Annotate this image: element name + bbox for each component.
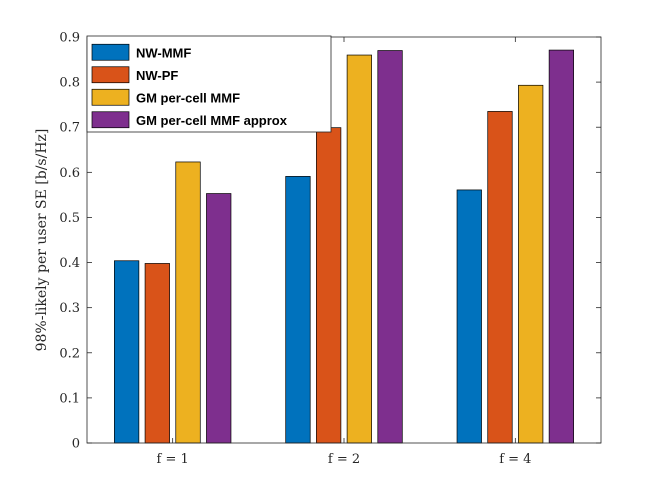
legend-label: GM per-cell MMF approx — [136, 113, 288, 128]
x-tick-label: f = 2 — [328, 452, 360, 467]
y-tick-label: 0 — [72, 437, 80, 452]
bar-nw-mmf-3 — [456, 189, 482, 444]
y-tick-label: 0.3 — [59, 301, 80, 316]
y-tick-label: 0.9 — [59, 31, 80, 46]
bar-nw-pf-2 — [316, 127, 342, 444]
bar-gm-per-cell-mmf-3 — [518, 84, 544, 444]
x-tick-label: f = 4 — [499, 452, 531, 467]
legend-swatch — [91, 111, 130, 129]
bar-nw-mmf-2 — [285, 176, 311, 444]
legend: NW-MMF NW-PF GM per-cell MMF GM per-cell MM… — [86, 35, 332, 133]
y-tick-label: 0.1 — [59, 391, 80, 406]
bar-nw-mmf-1 — [114, 260, 140, 444]
x-tick-label: f = 1 — [157, 452, 189, 467]
y-tick-label: 0.5 — [59, 211, 80, 226]
bar-gm-per-cell-mmf-2 — [346, 54, 372, 444]
legend-label: GM per-cell MMF — [136, 90, 240, 105]
y-tick-label: 0.2 — [59, 346, 80, 361]
legend-label: NW-PF — [136, 68, 178, 83]
legend-swatch — [91, 66, 130, 84]
y-tick-label: 0.8 — [59, 76, 80, 91]
bar-gm-per-cell-mmf-approx-1 — [206, 193, 232, 444]
legend-swatch — [91, 88, 130, 106]
bar-nw-pf-1 — [144, 263, 170, 444]
legend-label: NW-MMF — [136, 45, 191, 60]
legend-swatch — [91, 43, 130, 61]
bar-gm-per-cell-mmf-approx-2 — [377, 50, 403, 444]
bar-nw-pf-3 — [487, 111, 513, 444]
y-tick-label: 0.4 — [59, 256, 80, 271]
bar-gm-per-cell-mmf-1 — [175, 161, 201, 444]
y-tick-label: 0.7 — [59, 121, 80, 136]
y-tick-label: 0.6 — [59, 166, 80, 181]
y-axis-label: 98%-likely per user SE [b/s/Hz] — [34, 129, 50, 352]
bars-group — [114, 49, 574, 444]
axes-group: 0 0.1 0.2 0.3 0.4 0.5 0.6 0.7 0.8 0.9 f = 1 f = 2 f … — [59, 31, 602, 467]
bar-gm-per-cell-mmf-approx-3 — [548, 49, 574, 444]
